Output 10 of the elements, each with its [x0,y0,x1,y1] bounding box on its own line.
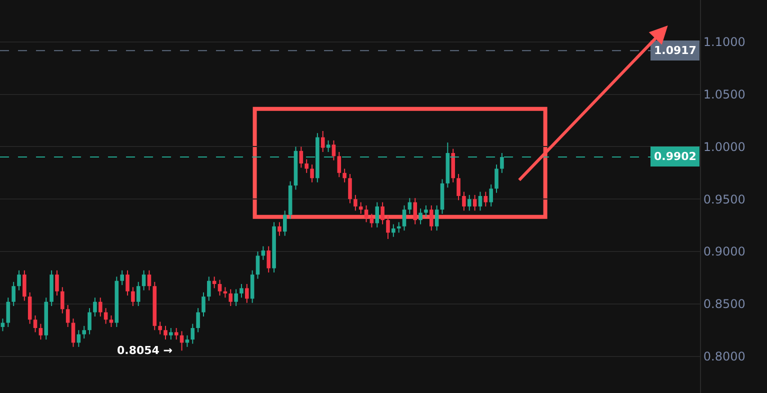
y-tick-label: 1.0500 [703,88,746,102]
annotation: 0.8054 → [117,344,172,357]
y-tick-label: 0.8500 [703,297,746,312]
ref-line-label: 0.9902 [654,150,696,163]
y-tick-label: 1.0000 [703,140,746,154]
y-tick-label: 0.9500 [703,192,746,206]
y-tick-label: 0.9000 [703,244,746,259]
y-tick-label: 0.8000 [703,350,746,364]
y-tick-label: 1.1000 [703,35,746,50]
ref-line-label: 1.0917 [654,44,696,57]
